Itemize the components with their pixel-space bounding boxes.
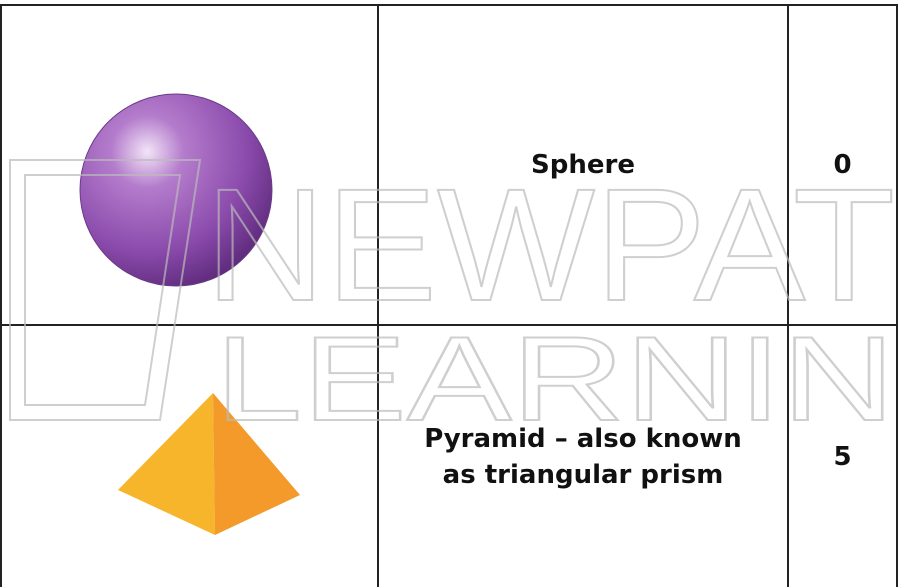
name-cell: Sphere [379, 6, 787, 324]
shape-count: 5 [833, 441, 852, 472]
pyramid-face [118, 393, 215, 535]
table-border [896, 4, 898, 587]
image-cell [2, 326, 377, 587]
pyramid-image [118, 393, 300, 535]
table-border [0, 4, 898, 6]
count-cell: 0 [789, 6, 896, 324]
shape-name: Sphere [531, 150, 635, 180]
sphere [79, 93, 273, 287]
row-divider [0, 324, 898, 326]
shape-name: Pyramid – also known as triangular prism [424, 423, 742, 490]
column-divider [787, 4, 789, 587]
pyramid-face [213, 393, 300, 535]
column-divider [377, 4, 379, 587]
sphere-image [79, 93, 273, 287]
image-cell [2, 6, 377, 324]
name-cell: Pyramid – also known as triangular prism [379, 326, 787, 587]
count-cell: 5 [789, 326, 896, 587]
table-border [0, 4, 2, 587]
shape-count: 0 [833, 150, 852, 180]
